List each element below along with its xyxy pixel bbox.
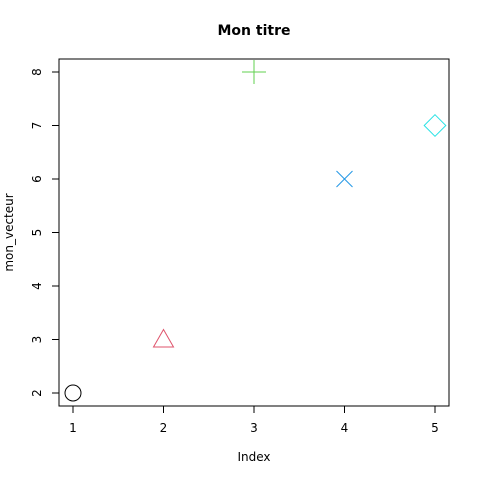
y-axis-label: mon_vecteur [2, 193, 16, 271]
x-tick-label: 2 [160, 421, 168, 435]
data-point-circle [64, 384, 82, 402]
y-tick-label: 8 [30, 68, 44, 76]
y-tick-label: 7 [30, 122, 44, 130]
x-tick-label: 3 [250, 421, 258, 435]
data-point-plus [242, 60, 266, 84]
y-axis: 2 3 4 5 6 7 8 [30, 68, 60, 397]
x-tick-label: 5 [431, 421, 439, 435]
chart-title: Mon titre [218, 23, 291, 39]
x-tick-label: 4 [341, 421, 349, 435]
x-tick-label: 1 [69, 421, 77, 435]
y-tick-label: 3 [30, 336, 44, 344]
plot-frame [58, 58, 450, 407]
data-point-triangle [152, 328, 175, 348]
y-tick-label: 5 [30, 229, 44, 237]
y-tick-label: 6 [30, 175, 44, 183]
data-point-cross [336, 170, 353, 188]
x-axis-label: Index [237, 450, 270, 464]
y-tick-label: 4 [30, 282, 44, 290]
y-tick-label: 2 [30, 389, 44, 397]
data-points [64, 60, 447, 402]
x-axis: 1 2 3 4 5 [69, 405, 439, 435]
data-point-diamond [423, 113, 447, 138]
